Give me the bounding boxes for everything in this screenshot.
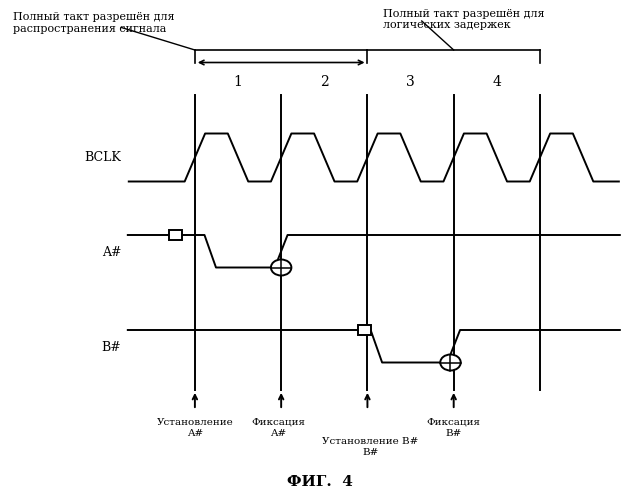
Text: Фиксация: Фиксация xyxy=(427,418,481,427)
Circle shape xyxy=(271,260,291,276)
Text: распространения сигнала: распространения сигнала xyxy=(13,24,166,34)
Text: логических задержек: логических задержек xyxy=(383,20,511,30)
Text: BCLK: BCLK xyxy=(84,151,121,164)
Text: B#: B# xyxy=(102,341,121,354)
Text: Полный такт разрешён для: Полный такт разрешён для xyxy=(13,12,174,22)
Text: 1: 1 xyxy=(234,76,242,90)
Text: Фиксация: Фиксация xyxy=(251,418,305,427)
Text: 4: 4 xyxy=(493,76,501,90)
Polygon shape xyxy=(169,230,182,240)
Text: A#: A# xyxy=(102,246,121,259)
Text: ФИГ.  4: ФИГ. 4 xyxy=(286,476,353,490)
Text: B#: B# xyxy=(362,448,379,457)
Text: A#: A# xyxy=(270,429,286,438)
Text: Полный такт разрешён для: Полный такт разрешён для xyxy=(383,9,545,19)
Text: 3: 3 xyxy=(406,76,415,90)
Text: 2: 2 xyxy=(320,76,328,90)
Text: B#: B# xyxy=(445,429,462,438)
Text: Установление: Установление xyxy=(157,418,233,427)
Circle shape xyxy=(440,354,461,370)
Text: A#: A# xyxy=(187,429,203,438)
Text: Установление B#: Установление B# xyxy=(323,438,419,446)
Polygon shape xyxy=(358,325,371,335)
